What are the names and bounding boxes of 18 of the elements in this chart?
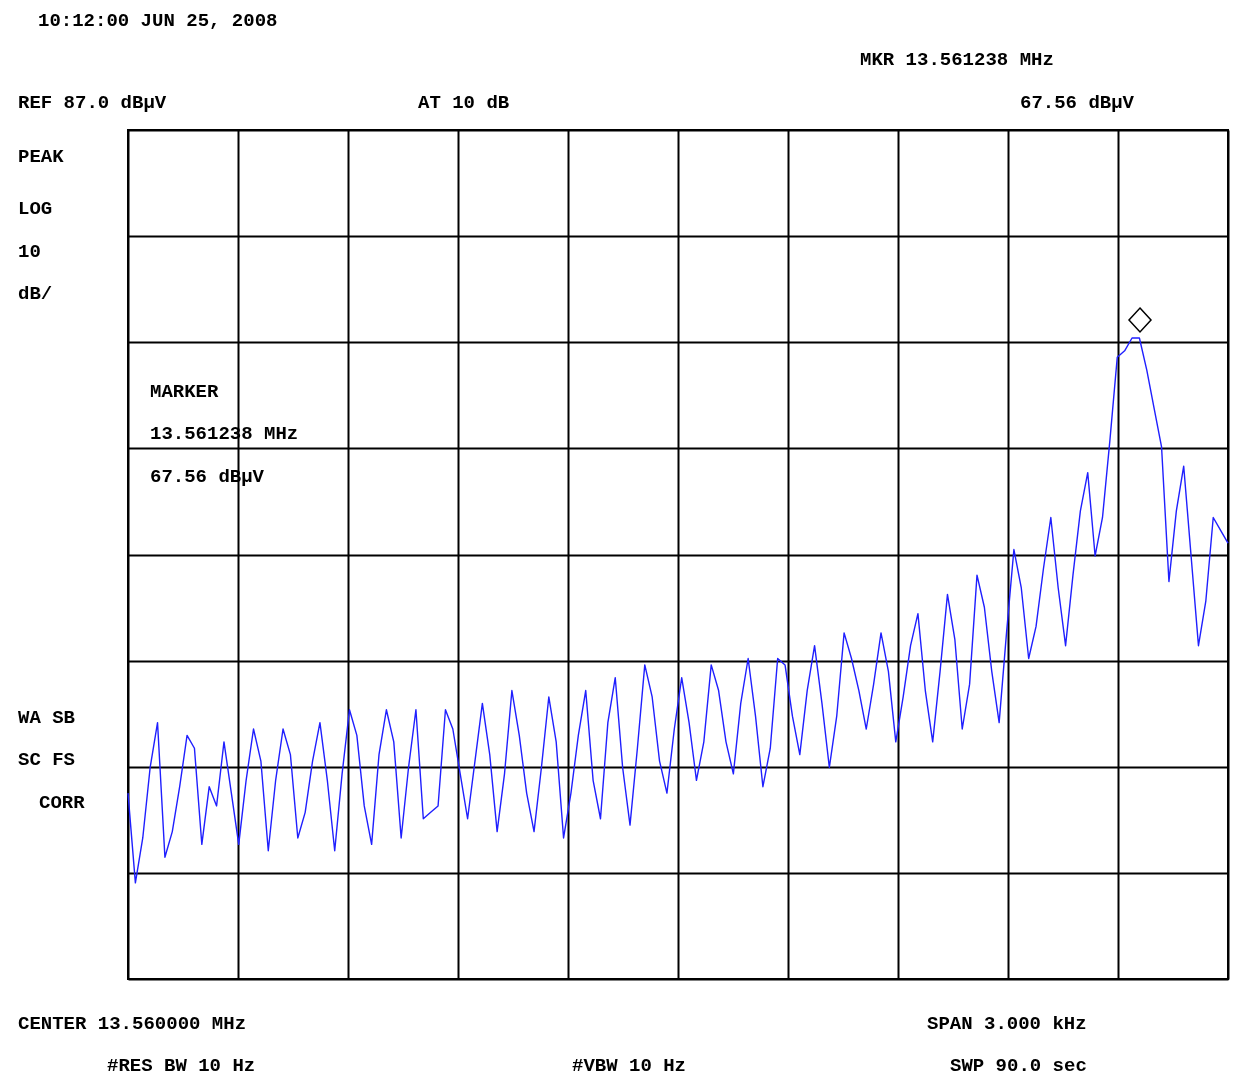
- text: 10:12:00 JUN 25, 2008: [38, 10, 278, 32]
- text: CENTER 13.560000 MHz: [18, 1013, 247, 1035]
- text: WA SB: [18, 707, 76, 729]
- text: SWP 90.0 sec: [950, 1055, 1087, 1076]
- text: AT 10 dB: [418, 92, 510, 114]
- text: PEAK: [18, 146, 65, 168]
- text: #VBW 10 Hz: [572, 1055, 687, 1076]
- text: SPAN 3.000 kHz: [927, 1013, 1087, 1035]
- text: LOG: [18, 198, 53, 220]
- text: dB/: [18, 283, 53, 305]
- text: SC FS: [18, 749, 76, 771]
- text: MKR 13.561238 MHz: [860, 49, 1054, 71]
- annotation: MARKER: [150, 381, 220, 403]
- text: REF 87.0 dBµV: [18, 92, 167, 114]
- text: CORR: [39, 792, 86, 814]
- text: 10: [18, 241, 41, 263]
- text: 67.56 dBµV: [1020, 92, 1135, 114]
- text: #RES BW 10 Hz: [107, 1055, 256, 1076]
